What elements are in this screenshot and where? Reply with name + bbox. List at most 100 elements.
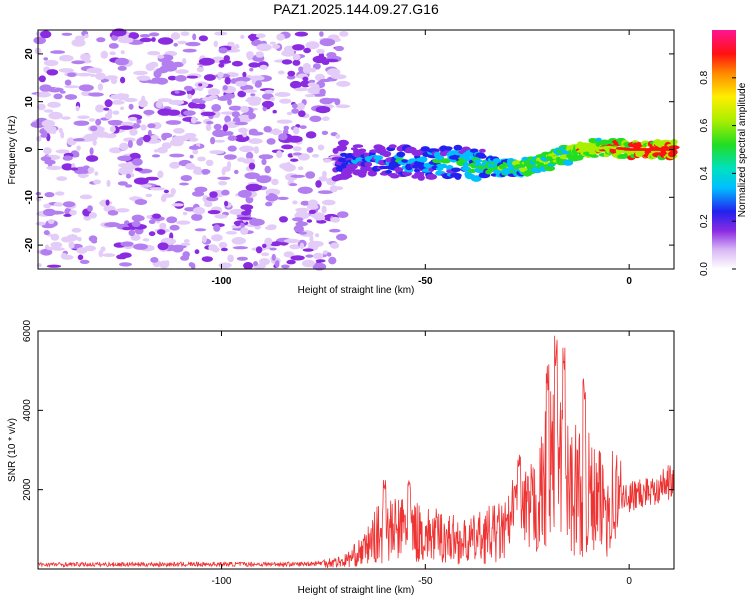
spectrogram-cell <box>201 256 213 262</box>
spectrogram-cell <box>352 144 364 148</box>
spectrogram-cell <box>229 208 245 215</box>
spectrogram-cell <box>227 98 232 106</box>
spectrogram-cell <box>292 152 302 156</box>
spectrogram-cell <box>248 162 256 170</box>
spectrogram-cell <box>306 219 313 223</box>
spectrogram-cell <box>100 246 106 252</box>
spectrogram-cell <box>156 229 166 235</box>
spectrogram-cell <box>220 247 228 252</box>
spectrogram-cell <box>274 260 280 268</box>
spectrogram-cell <box>227 145 237 152</box>
spectrogram-cell <box>262 243 267 248</box>
spectrogram-cell <box>389 174 400 179</box>
spectrogram-cell <box>55 149 70 154</box>
spectrogram-cell <box>171 203 184 207</box>
spectrogram-cell <box>242 131 248 138</box>
spectrogram-cell <box>182 48 197 53</box>
spectrogram-cell <box>249 218 265 226</box>
spectrogram-cell <box>133 70 148 76</box>
spectrogram-cell <box>169 161 181 169</box>
spectrogram-cell <box>562 159 574 166</box>
spectrogram-cell <box>442 146 453 151</box>
spectrogram-cell <box>118 38 134 44</box>
spectrogram-cell <box>308 209 316 214</box>
spectrogram-cell <box>124 122 129 126</box>
colorbar: 0.0 0.2 0.4 0.6 0.8 Normalized spectral ampl… <box>699 30 748 276</box>
spectrogram-cell <box>474 159 483 163</box>
spectrogram-cell <box>66 234 79 242</box>
spectrogram-cell <box>167 75 177 81</box>
spectrogram-cell <box>309 235 314 243</box>
spectrogram-cell <box>277 196 289 200</box>
spectrogram-cell <box>168 99 185 105</box>
spectrogram-cell <box>330 242 340 249</box>
spectrogram-cell <box>77 173 90 178</box>
spectrogram-cell <box>236 217 253 220</box>
spectrogram-cell <box>198 35 208 42</box>
spectrogram-cell <box>151 37 156 42</box>
spectrogram-cell <box>214 139 226 143</box>
spectrogram-cell <box>120 241 134 247</box>
spectrogram-cell <box>100 50 109 59</box>
spectrogram-cell <box>192 33 197 41</box>
spectrogram-cell <box>148 231 156 237</box>
spectrogram-cell <box>88 212 97 219</box>
spectrogram-cell <box>300 200 310 206</box>
spectrogram-cell <box>278 119 290 123</box>
spectrogram-cell <box>189 154 194 159</box>
spectrogram-cell <box>192 190 205 197</box>
spectrogram-cell <box>118 166 134 175</box>
spectrogram-cell <box>46 165 62 170</box>
spectrogram-cell <box>326 68 341 76</box>
spectrogram-cell <box>278 133 288 141</box>
spectrogram-cell <box>53 202 64 207</box>
spectrogram-cell <box>110 94 122 100</box>
spectrogram-cell <box>213 224 221 232</box>
spectrogram-cell <box>138 99 148 108</box>
spectrogram-cell <box>299 231 307 235</box>
spectrogram-cell <box>140 124 147 131</box>
spectrogram-cell <box>231 60 243 67</box>
spectrogram-cell <box>79 194 93 200</box>
spectrogram-cell <box>58 127 63 134</box>
spectrogram-cell <box>46 264 62 268</box>
spectrogram-cell <box>318 176 328 182</box>
spectrogram-cell <box>43 109 54 113</box>
spectrogram-cell <box>68 241 75 249</box>
spectrogram-cell <box>95 72 106 80</box>
spectrogram-cell <box>264 89 274 94</box>
spectrogram-cell <box>307 82 317 87</box>
spectrogram-cell <box>337 139 349 147</box>
spectrogram-cell <box>240 105 250 113</box>
spectrogram-cell <box>298 110 306 118</box>
spectrogram-cell <box>214 31 228 36</box>
spectrogram-cell <box>175 69 189 74</box>
spectrogram-cell <box>224 131 234 136</box>
spectrogram-cell <box>253 261 258 267</box>
spectrogram-cell <box>163 64 178 72</box>
spectrogram-cell <box>218 241 228 249</box>
spectrogram-cell <box>182 211 188 216</box>
spectrogram-y-axis-label: Frequency (Hz) <box>7 116 18 185</box>
spectrogram-cell <box>124 156 130 161</box>
spectrogram-cell <box>109 51 116 56</box>
spectrogram-cell <box>131 220 141 228</box>
spectrogram-cell <box>76 145 81 151</box>
spectrogram-cell <box>234 220 241 227</box>
spectrogram-cell <box>396 151 406 158</box>
spectrogram-cell <box>120 255 127 260</box>
spectrogram-cell <box>319 31 324 37</box>
spectrogram-cell <box>479 148 486 153</box>
spectrogram-cell <box>181 58 187 65</box>
spectrogram-cell <box>36 91 51 98</box>
spectrogram-cell <box>70 167 79 171</box>
spectrogram-cell <box>104 222 121 228</box>
spectrogram-cell <box>36 135 42 142</box>
spectrogram-cell <box>218 62 225 68</box>
spectrogram-cell <box>198 57 215 66</box>
spectrogram-cell <box>136 138 144 146</box>
spectrogram-cell <box>59 90 66 94</box>
spectrogram-cell <box>279 216 288 223</box>
spectrogram-cell <box>316 48 325 54</box>
spectrogram-cell <box>40 248 53 256</box>
